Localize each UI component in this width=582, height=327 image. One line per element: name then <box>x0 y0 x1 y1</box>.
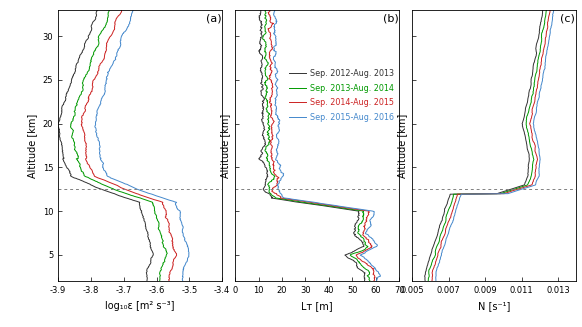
Sep. 2014-Aug. 2015 <box>266 57 273 61</box>
Sep. 2015-Aug. 2016 <box>276 118 283 122</box>
Sep. 2013-Aug. 2014 <box>262 14 269 18</box>
Sep. 2013-Aug. 2014 <box>261 149 268 153</box>
Sep. 2013-Aug. 2014 <box>264 132 271 136</box>
Sep. 2012-Aug. 2013 <box>258 150 265 154</box>
Legend: Sep. 2012-Aug. 2013, Sep. 2013-Aug. 2014, Sep. 2014-Aug. 2015, Sep. 2015-Aug. 20: Sep. 2012-Aug. 2013, Sep. 2013-Aug. 2014… <box>288 68 395 123</box>
Sep. 2015-Aug. 2016 <box>272 8 279 12</box>
Text: (a): (a) <box>205 14 221 24</box>
Sep. 2015-Aug. 2016 <box>373 279 380 283</box>
Line: Sep. 2013-Aug. 2014: Sep. 2013-Aug. 2014 <box>262 10 370 281</box>
Sep. 2012-Aug. 2013 <box>258 118 265 122</box>
Sep. 2013-Aug. 2014 <box>261 57 268 61</box>
Sep. 2015-Aug. 2016 <box>273 132 280 136</box>
Sep. 2015-Aug. 2016 <box>274 150 281 154</box>
Y-axis label: Altitude [km]: Altitude [km] <box>27 113 37 178</box>
Sep. 2015-Aug. 2016 <box>271 14 278 18</box>
X-axis label: log₁₀ε [m² s⁻³]: log₁₀ε [m² s⁻³] <box>105 301 175 311</box>
Sep. 2013-Aug. 2014 <box>262 8 269 12</box>
Y-axis label: Altitude [km]: Altitude [km] <box>219 113 230 178</box>
Sep. 2012-Aug. 2013 <box>255 14 262 18</box>
Sep. 2012-Aug. 2013 <box>361 279 368 283</box>
Sep. 2014-Aug. 2015 <box>268 149 275 153</box>
Sep. 2015-Aug. 2016 <box>273 149 280 153</box>
Sep. 2013-Aug. 2014 <box>264 118 271 122</box>
Sep. 2014-Aug. 2015 <box>267 150 274 154</box>
Line: Sep. 2012-Aug. 2013: Sep. 2012-Aug. 2013 <box>259 10 365 281</box>
Sep. 2013-Aug. 2014 <box>367 279 374 283</box>
Sep. 2012-Aug. 2013 <box>259 57 266 61</box>
Text: (b): (b) <box>383 14 399 24</box>
Sep. 2014-Aug. 2015 <box>267 8 274 12</box>
Sep. 2014-Aug. 2015 <box>370 279 377 283</box>
Sep. 2013-Aug. 2014 <box>263 150 270 154</box>
Sep. 2014-Aug. 2015 <box>269 118 276 122</box>
Sep. 2012-Aug. 2013 <box>257 149 264 153</box>
Sep. 2014-Aug. 2015 <box>269 132 276 136</box>
Sep. 2015-Aug. 2016 <box>270 57 277 61</box>
Sep. 2012-Aug. 2013 <box>257 8 264 12</box>
X-axis label: Lᴛ [m]: Lᴛ [m] <box>301 301 333 311</box>
Sep. 2012-Aug. 2013 <box>259 132 266 136</box>
Line: Sep. 2015-Aug. 2016: Sep. 2015-Aug. 2016 <box>274 10 381 281</box>
Sep. 2014-Aug. 2015 <box>267 14 274 18</box>
Line: Sep. 2014-Aug. 2015: Sep. 2014-Aug. 2015 <box>268 10 375 281</box>
X-axis label: N [s⁻¹]: N [s⁻¹] <box>478 301 510 311</box>
Text: (c): (c) <box>560 14 574 24</box>
Y-axis label: Altitude [km]: Altitude [km] <box>397 113 407 178</box>
